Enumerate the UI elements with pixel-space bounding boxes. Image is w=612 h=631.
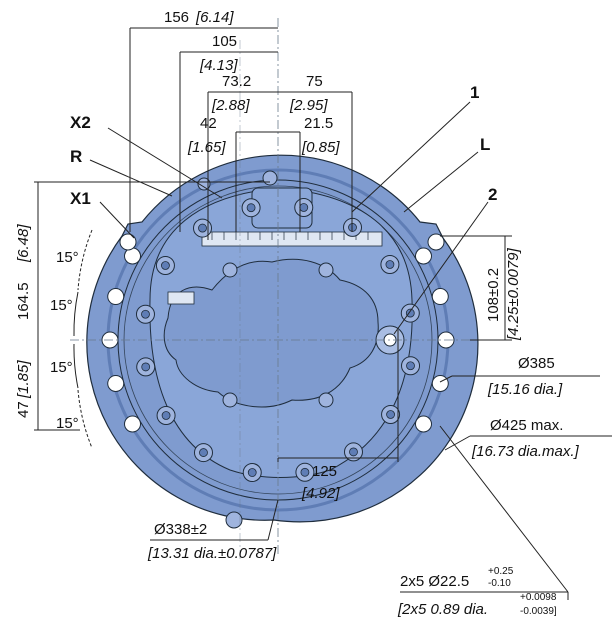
cover-bolt-center xyxy=(246,203,256,213)
dim-105-in: [4.13] xyxy=(199,57,238,74)
hole-tol-up: +0.25 xyxy=(488,566,514,577)
mounting-hole xyxy=(107,288,125,306)
dim-42: 42 xyxy=(200,115,217,132)
cover-bolt-center xyxy=(247,468,257,477)
dia-338: Ø338±2 xyxy=(154,521,207,538)
port-block xyxy=(167,291,195,305)
dim-125: 125 xyxy=(312,463,337,480)
plate-bolt xyxy=(318,262,334,278)
dia-338-in: [13.31 dia.±0.0787] xyxy=(147,545,277,562)
hole-tol-dn: -0.10 xyxy=(488,578,511,589)
angle-1: 15° xyxy=(56,249,79,266)
dia-385: Ø385 xyxy=(518,355,555,372)
dimension-lines xyxy=(34,27,612,600)
cover-bolt-center xyxy=(198,223,207,233)
cover-bolt-center xyxy=(161,411,171,420)
dim-164: 164.5 xyxy=(15,282,32,320)
lobe-hole xyxy=(427,233,445,251)
cover-bolt-center xyxy=(300,467,310,477)
cover-bolt-center xyxy=(348,223,357,232)
label-2: 2 xyxy=(488,185,497,204)
cover-bolt-center xyxy=(161,261,170,270)
plate-bolt xyxy=(222,392,238,408)
scale-strip xyxy=(201,231,383,247)
cover-bolt-center xyxy=(141,362,151,372)
plate-bolt xyxy=(222,262,238,278)
dia-385-in: [15.16 dia.] xyxy=(487,381,563,398)
dim-73-in: [2.88] xyxy=(211,97,250,114)
callout-labels: X2 R X1 1 L 2 xyxy=(70,83,497,208)
mounting-hole xyxy=(107,374,125,392)
dim-73: 73.2 xyxy=(222,73,251,90)
center-lines xyxy=(70,18,480,560)
dim-75: 75 xyxy=(306,73,323,90)
dimension-text: 156 [6.14] 105 [4.13] 73.2 [2.88] 75 [2.… xyxy=(15,9,580,618)
mounting-hole xyxy=(124,415,142,433)
angle-3: 15° xyxy=(50,359,73,376)
cover-bolt-center xyxy=(405,308,415,318)
mounting-hole xyxy=(414,247,432,265)
label-x2: X2 xyxy=(70,113,91,132)
dim-75-in: [2.95] xyxy=(289,97,328,114)
hole-in-tol-dn: -0.0039] xyxy=(520,606,557,617)
label-r: R xyxy=(70,147,82,166)
cover-bolt-center xyxy=(141,309,150,319)
label-x1: X1 xyxy=(70,189,91,208)
dim-156-in: [6.14] xyxy=(195,9,234,26)
mounting-hole xyxy=(414,415,432,433)
cover-bolt-center xyxy=(406,361,415,371)
dim-125-in: [4.92] xyxy=(301,485,340,502)
hole-in-tol-up: +0.0098 xyxy=(520,592,557,603)
lobe-hole xyxy=(119,233,137,251)
label-1: 1 xyxy=(470,83,479,102)
cover-bolt-center xyxy=(349,447,358,457)
dim-42-in: [1.65] xyxy=(187,139,226,156)
hole-dim-in: [2x5 0.89 dia. xyxy=(397,601,488,618)
dia-425-in: [16.73 dia.max.] xyxy=(471,443,580,460)
label-l: L xyxy=(480,135,490,154)
holes-group xyxy=(101,170,455,529)
motor-body xyxy=(86,154,479,523)
port-bolt xyxy=(197,177,211,191)
mounting-hole xyxy=(431,374,449,392)
cover-bolt-center xyxy=(299,203,309,212)
angle-4: 15° xyxy=(56,415,79,432)
hole-dim: 2x5 Ø22.5 xyxy=(400,573,469,590)
cover-bolt-center xyxy=(386,410,395,419)
dia-425: Ø425 max. xyxy=(490,417,563,434)
dim-21: 21.5 xyxy=(304,115,333,132)
cover-bolt-center xyxy=(199,448,208,457)
angle-2: 15° xyxy=(50,297,73,314)
dim-47-in: [1.85] xyxy=(15,360,32,399)
port-bolt xyxy=(225,511,243,529)
cover-bolt-center xyxy=(385,260,395,269)
dim-108-in: [4.25±0.0079] xyxy=(505,248,522,341)
port-bolt xyxy=(262,170,278,186)
dim-108: 108±0.2 xyxy=(485,268,502,322)
dim-47: 47 xyxy=(15,401,32,418)
angle-labels: 15° 15° 15° 15° xyxy=(50,249,79,432)
dim-21-in: [0.85] xyxy=(301,139,340,156)
plate-bolt xyxy=(318,392,334,408)
mounting-hole xyxy=(431,288,449,306)
dim-105: 105 xyxy=(212,33,237,50)
dim-164-in: [6.48] xyxy=(15,224,32,263)
dim-156: 156 xyxy=(164,9,189,26)
